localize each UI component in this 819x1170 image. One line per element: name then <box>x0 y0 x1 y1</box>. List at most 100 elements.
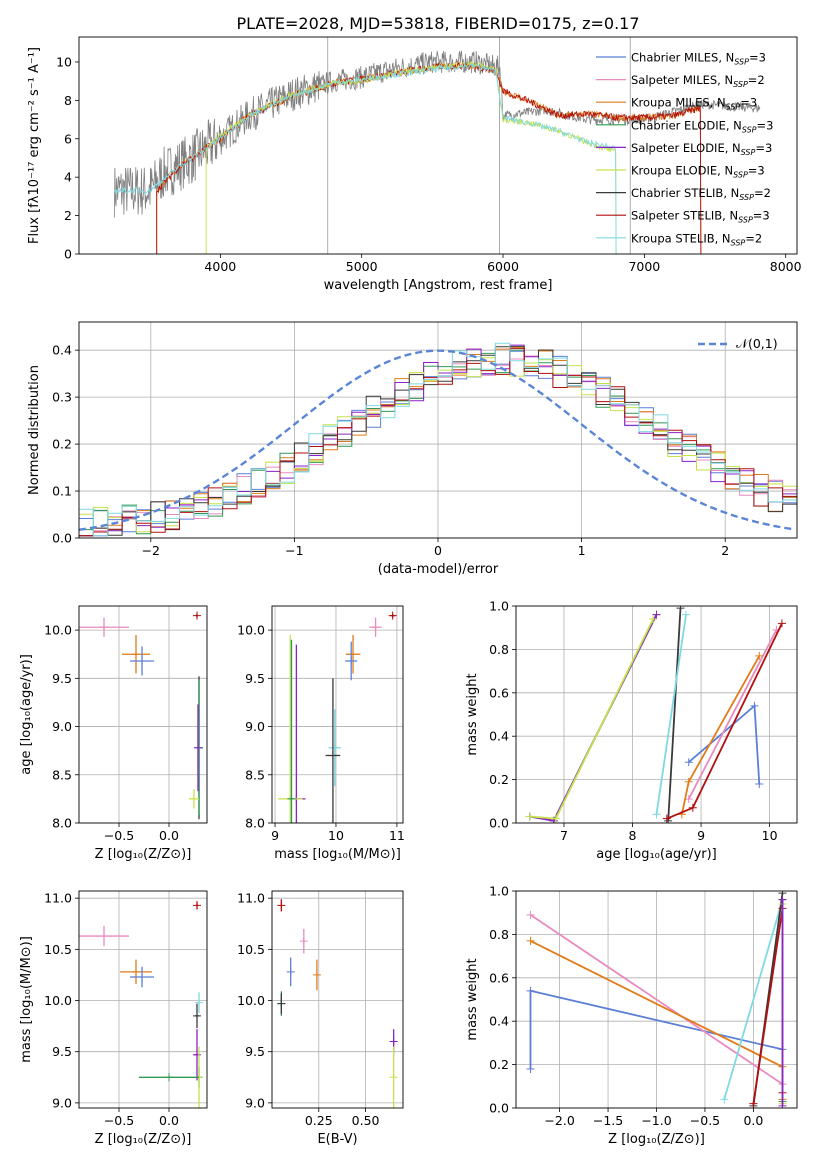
series-line-salpeter-miles <box>687 629 778 800</box>
series-point-marker <box>652 810 661 819</box>
axes-frame-group: 7 8 9 10 0.0 0.2 0.4 0.6 0.8 1.0 age [log₁₀(age/yr… <box>465 599 798 862</box>
series-line-chabrier-stelib <box>667 608 682 821</box>
series-point-marker <box>755 651 764 660</box>
x-tick-label: 0.25 <box>305 1113 333 1128</box>
legend-label: Salpeter ELODIE, NSSP=3 <box>631 141 772 157</box>
series-point-marker <box>684 777 693 786</box>
y-tick-label: 9.5 <box>52 671 72 686</box>
y-tick-label: 9.0 <box>52 719 72 734</box>
y-tick-label: 0.0 <box>489 1101 509 1116</box>
data-point-marker <box>388 611 397 620</box>
x-tick-label: −0.5 <box>104 1113 134 1128</box>
x-tick-label: 4000 <box>204 259 236 274</box>
data-point-marker <box>193 1050 201 1059</box>
legend-label-sub: SSP <box>739 193 754 202</box>
y-tick-label: 8 <box>64 93 72 108</box>
x-tick-label: 11 <box>389 828 405 843</box>
plot-area <box>113 37 761 254</box>
legend-label: Chabrier STELIB, NSSP=2 <box>631 186 771 202</box>
x-axis-label: (data-model)/error <box>378 562 499 577</box>
y-tick-label: 8.0 <box>52 816 72 831</box>
series-point-marker <box>526 910 535 919</box>
legend-label-sub: SSP <box>738 216 753 225</box>
y-tick-label: 10.0 <box>44 623 72 638</box>
data-point-marker <box>347 656 356 665</box>
series-point-marker <box>777 619 786 628</box>
series-line-salpeter-miles <box>529 914 784 1085</box>
data-point-marker <box>299 937 308 946</box>
data-point-marker <box>277 999 286 1008</box>
legend-label-sub: SSP <box>733 171 748 180</box>
y-tick-label: 10.5 <box>237 942 265 957</box>
axes-frame <box>78 321 798 539</box>
axes-massweight-vs-Z: −2.0 −1.5 −1.0 −0.5 0.0 0.0 0.2 0.4 0.6 0.8 1.0 Z [… <box>465 884 798 1147</box>
legend-label: Kroupa STELIB, NSSP=2 <box>631 231 762 247</box>
y-tick-label: 9.0 <box>52 1095 72 1110</box>
legend-label-main: Kroupa STELIB, N <box>631 231 731 245</box>
x-tick-label: 6000 <box>487 259 519 274</box>
legend-label-main: Chabrier STELIB, N <box>631 186 739 200</box>
legend-label-tail: =2 <box>745 231 762 245</box>
axes-massweight-vs-age: 7 8 9 10 0.0 0.2 0.4 0.6 0.8 1.0 age [log₁₀(age/yr… <box>465 599 798 862</box>
axes-age-vs-Z: −0.5 0.0 8.0 8.5 9.0 9.5 10.0 Z [log₁₀(Z/Z⊙)] ag… <box>19 605 208 862</box>
axes-frame-group: −2 −1 0 1 2 0.0 0.1 0.2 0.3 0.4 (data-model)/error… <box>27 321 798 577</box>
legend-label-sub: SSP <box>742 125 757 134</box>
data-point-marker <box>389 1073 398 1082</box>
model-spectrum-cyan <box>113 62 617 254</box>
x-tick-label: 7 <box>560 828 568 843</box>
axes-residuals: −2 −1 0 1 2 0.0 0.1 0.2 0.3 0.4 (data-model)/error… <box>27 321 798 577</box>
x-tick-label: 0.0 <box>743 1113 763 1128</box>
series-point-marker <box>649 615 658 624</box>
data-point-marker <box>165 1073 173 1082</box>
axes-frame-group: 9 10 11 8.0 8.5 9.0 9.5 10.0 mass [log₁₀(M/M⊙)] <box>237 605 405 862</box>
axes-frame-group: −0.5 0.0 9.0 9.5 10.0 10.5 11.0 Z [log₁₀(Z/Z⊙)]… <box>19 890 208 1147</box>
data-point-marker <box>287 794 296 803</box>
x-tick-label: 8000 <box>770 259 802 274</box>
series-point-marker <box>749 1099 758 1108</box>
x-tick-label: 8 <box>629 828 637 843</box>
legend-label: Salpeter STELIB, NSSP=3 <box>631 209 770 225</box>
y-tick-label: 9.0 <box>245 1095 265 1110</box>
y-tick-label: 6 <box>64 131 72 146</box>
y-tick-label: 11.0 <box>44 891 72 906</box>
legend-label-tail: =3 <box>749 51 766 65</box>
data-point-marker <box>349 650 358 659</box>
gaussian-reference-curve <box>79 349 795 531</box>
data-point-marker <box>312 970 321 979</box>
data-point-marker <box>195 998 203 1007</box>
histogram-salpeter-stelib <box>79 347 797 537</box>
x-tick-label: 0.50 <box>352 1113 380 1128</box>
data-point-marker <box>138 656 146 665</box>
data-point-marker <box>100 623 108 632</box>
x-tick-label: −2 <box>142 543 160 558</box>
x-tick-label: −1.0 <box>641 1113 671 1128</box>
y-axis-label: mass [log₁₀(M/M⊙)] <box>19 936 34 1063</box>
data-point-marker <box>194 743 202 752</box>
series-point-marker <box>662 814 671 823</box>
y-tick-label: 10.5 <box>44 942 72 957</box>
x-tick-label: −1 <box>285 543 303 558</box>
y-tick-label: 0 <box>64 247 72 262</box>
gaussian-legend-label: 𝒩(0,1) <box>736 336 778 351</box>
series-point-marker <box>551 814 560 823</box>
y-tick-label: 10.0 <box>44 993 72 1008</box>
series-point-marker <box>526 986 535 995</box>
y-tick-label: 9.0 <box>245 719 265 734</box>
axes-frame <box>78 36 798 255</box>
plot-area <box>79 322 797 538</box>
data-point-marker <box>193 901 201 910</box>
x-tick-label: 0.0 <box>159 828 179 843</box>
legend-label: Kroupa ELODIE, NSSP=3 <box>631 164 765 180</box>
x-tick-label: 9 <box>697 828 705 843</box>
x-axis-label: Z [log₁₀(Z/Z⊙)] <box>95 847 192 862</box>
y-tick-label: 0.0 <box>52 531 72 546</box>
legend-label-tail: =3 <box>753 209 770 223</box>
y-tick-label: 4 <box>64 170 72 185</box>
legend-label-tail: =3 <box>740 96 757 110</box>
y-tick-label: 0.6 <box>489 970 509 985</box>
y-tick-label: 0.2 <box>489 772 509 787</box>
x-tick-label: 2 <box>721 543 729 558</box>
x-axis-label: wavelength [Angstrom, rest frame] <box>324 278 553 293</box>
axes-frame <box>271 605 404 824</box>
y-tick-label: 0.4 <box>489 1014 509 1029</box>
